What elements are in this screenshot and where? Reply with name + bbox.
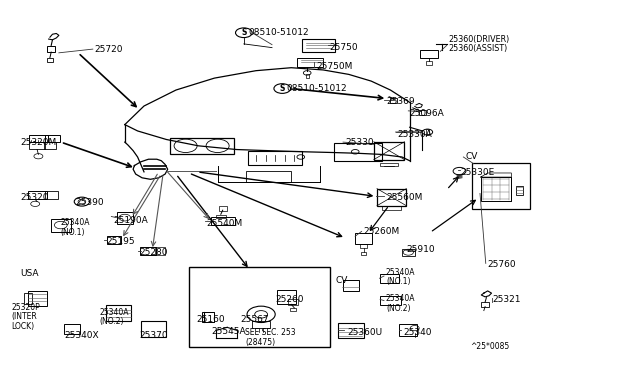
Bar bbox=[28, 291, 47, 306]
Bar bbox=[374, 142, 404, 160]
Text: 25320M: 25320M bbox=[20, 138, 57, 147]
Bar bbox=[116, 212, 133, 224]
Bar bbox=[390, 98, 397, 103]
Text: 25750: 25750 bbox=[330, 43, 358, 52]
Text: 25360(DRIVER)
25360(ASSIST): 25360(DRIVER) 25360(ASSIST) bbox=[448, 35, 509, 53]
Bar bbox=[288, 299, 298, 305]
Bar bbox=[355, 233, 372, 244]
Text: 25370: 25370 bbox=[140, 331, 168, 340]
Text: 25390: 25390 bbox=[76, 198, 104, 207]
Text: 25340X: 25340X bbox=[64, 331, 99, 340]
Bar bbox=[28, 191, 47, 199]
Text: 25910: 25910 bbox=[406, 246, 435, 254]
Bar bbox=[481, 302, 489, 307]
Text: CV: CV bbox=[336, 276, 348, 285]
Bar bbox=[189, 267, 330, 347]
Bar bbox=[343, 280, 359, 291]
Bar bbox=[47, 58, 53, 62]
Bar bbox=[107, 236, 121, 244]
Bar bbox=[64, 324, 80, 334]
Bar bbox=[216, 215, 225, 218]
Bar bbox=[335, 143, 383, 161]
Text: 25340A
(NO.1): 25340A (NO.1) bbox=[386, 268, 415, 286]
Text: 25560M: 25560M bbox=[387, 193, 423, 202]
Text: 25330E: 25330E bbox=[461, 169, 495, 177]
Text: 25320P
(INTER
LOCK): 25320P (INTER LOCK) bbox=[12, 303, 40, 331]
Bar bbox=[29, 135, 48, 142]
Bar bbox=[297, 58, 323, 67]
Bar bbox=[141, 247, 156, 255]
Bar bbox=[44, 142, 56, 149]
Bar bbox=[290, 308, 296, 311]
Text: S: S bbox=[280, 84, 285, 93]
Bar bbox=[141, 321, 166, 337]
Bar bbox=[155, 247, 165, 255]
Text: 25330: 25330 bbox=[346, 138, 374, 147]
Bar bbox=[252, 321, 270, 328]
Text: 25190A: 25190A bbox=[113, 216, 148, 225]
Text: 08510-51012: 08510-51012 bbox=[248, 28, 309, 37]
Text: 25720: 25720 bbox=[95, 45, 124, 54]
Text: 25195: 25195 bbox=[106, 237, 135, 246]
Bar bbox=[516, 186, 523, 195]
Bar bbox=[51, 219, 71, 231]
Text: 25321: 25321 bbox=[493, 295, 522, 304]
Bar bbox=[170, 138, 234, 154]
Text: 25260M: 25260M bbox=[364, 227, 400, 236]
Text: 25369: 25369 bbox=[386, 97, 415, 106]
Text: 25280: 25280 bbox=[140, 248, 168, 257]
Bar bbox=[246, 171, 291, 182]
Bar bbox=[45, 135, 60, 142]
Text: 08510-51012: 08510-51012 bbox=[287, 84, 348, 93]
Bar bbox=[29, 142, 45, 149]
Text: 25760: 25760 bbox=[488, 260, 516, 269]
Bar bbox=[426, 129, 429, 135]
Bar bbox=[24, 293, 32, 304]
Text: 25750M: 25750M bbox=[316, 62, 353, 71]
Bar bbox=[380, 274, 399, 283]
Text: 25567: 25567 bbox=[240, 315, 269, 324]
Bar bbox=[399, 324, 417, 336]
Text: 25540M: 25540M bbox=[206, 219, 243, 228]
Bar bbox=[106, 305, 131, 321]
Bar bbox=[382, 206, 401, 210]
Bar bbox=[420, 50, 438, 58]
Bar bbox=[380, 296, 401, 305]
Text: 25340: 25340 bbox=[403, 328, 432, 337]
Bar bbox=[378, 189, 406, 205]
Bar bbox=[219, 206, 227, 211]
Bar bbox=[302, 39, 335, 52]
Text: 25160: 25160 bbox=[196, 315, 225, 324]
Text: 25545A: 25545A bbox=[211, 327, 246, 336]
Bar bbox=[481, 177, 511, 201]
Bar bbox=[47, 46, 55, 52]
Text: USA: USA bbox=[20, 269, 39, 278]
Text: 25330A: 25330A bbox=[397, 130, 432, 139]
Bar bbox=[45, 191, 58, 199]
Text: 25096A: 25096A bbox=[410, 109, 444, 118]
Bar bbox=[426, 61, 432, 65]
Bar bbox=[202, 312, 214, 322]
Text: 25360U: 25360U bbox=[347, 328, 382, 337]
Text: 25340A
(NO.2): 25340A (NO.2) bbox=[386, 294, 415, 312]
Bar bbox=[306, 74, 308, 78]
Text: 25260: 25260 bbox=[275, 295, 304, 304]
Text: ^25*0085: ^25*0085 bbox=[470, 342, 509, 351]
Bar bbox=[361, 252, 366, 255]
Bar bbox=[402, 249, 415, 256]
Bar bbox=[419, 110, 426, 115]
Text: CV: CV bbox=[465, 153, 477, 161]
Text: 25340A
(NO.2): 25340A (NO.2) bbox=[99, 308, 129, 326]
Text: SEE SEC. 253
(28475): SEE SEC. 253 (28475) bbox=[245, 328, 296, 347]
Bar bbox=[338, 323, 364, 338]
Bar bbox=[211, 217, 235, 225]
Bar bbox=[360, 244, 367, 248]
Text: S: S bbox=[241, 28, 246, 37]
Bar bbox=[277, 290, 296, 304]
Bar bbox=[248, 151, 303, 165]
Text: 25340A
(NO.1): 25340A (NO.1) bbox=[61, 218, 90, 237]
Bar bbox=[472, 163, 530, 209]
Text: 25320: 25320 bbox=[20, 193, 49, 202]
Bar bbox=[380, 163, 398, 166]
